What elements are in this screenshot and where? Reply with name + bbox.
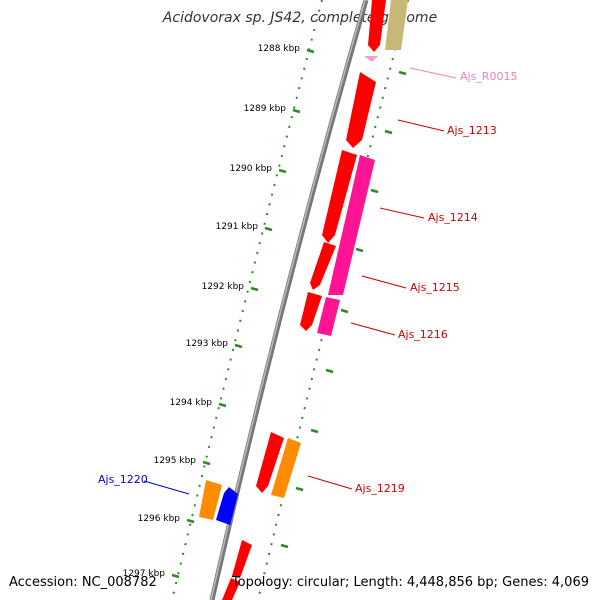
gene-ajs-1213[interactable] <box>346 72 376 148</box>
gene-bottom-red[interactable] <box>232 540 252 578</box>
genes <box>199 0 408 600</box>
ruler-major-tick <box>186 518 195 524</box>
gene-label-ajs-1215[interactable]: Ajs_1215 <box>410 281 460 294</box>
genome-title: Acidovorax sp. JS42, complete genome <box>162 10 438 26</box>
ruler-major-tick <box>306 48 315 54</box>
ruler-labels: 1288 kbp 1289 kbp 1290 kbp 1291 kbp 1292 kbp… <box>123 44 301 579</box>
gene-ajs-1219-b[interactable] <box>271 438 301 498</box>
genome-backbone <box>209 0 369 600</box>
ruler-major-tick-right <box>295 486 304 492</box>
ruler-major-tick <box>171 573 180 579</box>
ruler-major-tick <box>202 460 211 466</box>
ruler-label: 1297 kbp <box>123 569 166 579</box>
ruler-major-tick-right <box>280 543 289 549</box>
ruler-major-tick <box>218 402 227 408</box>
ruler-major-tick-right <box>355 247 364 253</box>
ruler-label: 1291 kbp <box>216 222 259 232</box>
gene-label-ajs-1220[interactable]: Ajs_1220 <box>98 473 148 486</box>
ruler-label: 1292 kbp <box>202 282 245 292</box>
gene-ajs-1215[interactable] <box>310 242 336 290</box>
ruler-label: 1289 kbp <box>244 104 287 114</box>
ruler-ticks <box>171 48 407 579</box>
ruler-dots-left <box>171 0 323 600</box>
gene-ajs-1220[interactable] <box>199 480 222 520</box>
gene-label-ajs-1219[interactable]: Ajs_1219 <box>355 482 405 495</box>
ruler-label: 1295 kbp <box>154 456 197 466</box>
ruler-major-tick-right <box>325 368 334 374</box>
gene-label-group: Ajs_R0015 Ajs_1213 Ajs_1214 Ajs_1215 Ajs… <box>98 70 517 495</box>
ruler-label: 1288 kbp <box>258 44 301 54</box>
ruler-major-tick-right <box>310 428 319 434</box>
gene-top-red[interactable] <box>368 0 386 52</box>
ruler-major-tick-right <box>398 70 407 76</box>
gene-label-ajs-r0015[interactable]: Ajs_R0015 <box>460 70 517 83</box>
gene-bottom-red-2[interactable] <box>222 578 240 600</box>
ruler-major-tick <box>292 108 301 114</box>
ruler-major-tick <box>250 286 259 292</box>
accession-text: Accession: NC_008782 <box>9 575 157 590</box>
ruler-major-tick <box>264 226 273 232</box>
gene-ajs-1219[interactable] <box>256 432 284 493</box>
ruler-major-tick-right <box>384 129 393 135</box>
callouts <box>143 67 457 495</box>
gene-label-ajs-1216[interactable]: Ajs_1216 <box>398 328 448 341</box>
ruler-label: 1293 kbp <box>186 339 229 349</box>
ruler-major-tick <box>278 168 287 174</box>
ruler-major-tick <box>234 343 243 349</box>
gene-label-ajs-1214[interactable]: Ajs_1214 <box>428 211 478 224</box>
ruler-label: 1294 kbp <box>170 398 213 408</box>
gene-ajs-1214-b[interactable] <box>328 155 375 295</box>
gene-ajs-1216-b[interactable] <box>317 297 340 336</box>
gene-ajs-1214[interactable] <box>322 150 357 243</box>
gene-label-ajs-1213[interactable]: Ajs_1213 <box>447 124 497 137</box>
genome-summary-text: Topology: circular; Length: 4,448,856 bp… <box>231 575 589 590</box>
ruler-major-tick-right <box>340 308 349 314</box>
gene-top-olive[interactable] <box>385 0 408 50</box>
ruler-label: 1296 kbp <box>138 514 181 524</box>
gene-ajs-1216[interactable] <box>300 292 322 331</box>
gene-ajs-1220-b[interactable] <box>216 487 238 525</box>
ruler-major-tick-right <box>370 188 379 194</box>
ruler-dots-right <box>257 0 409 600</box>
gene-r0015[interactable] <box>364 56 378 62</box>
ruler-label: 1290 kbp <box>230 164 273 174</box>
